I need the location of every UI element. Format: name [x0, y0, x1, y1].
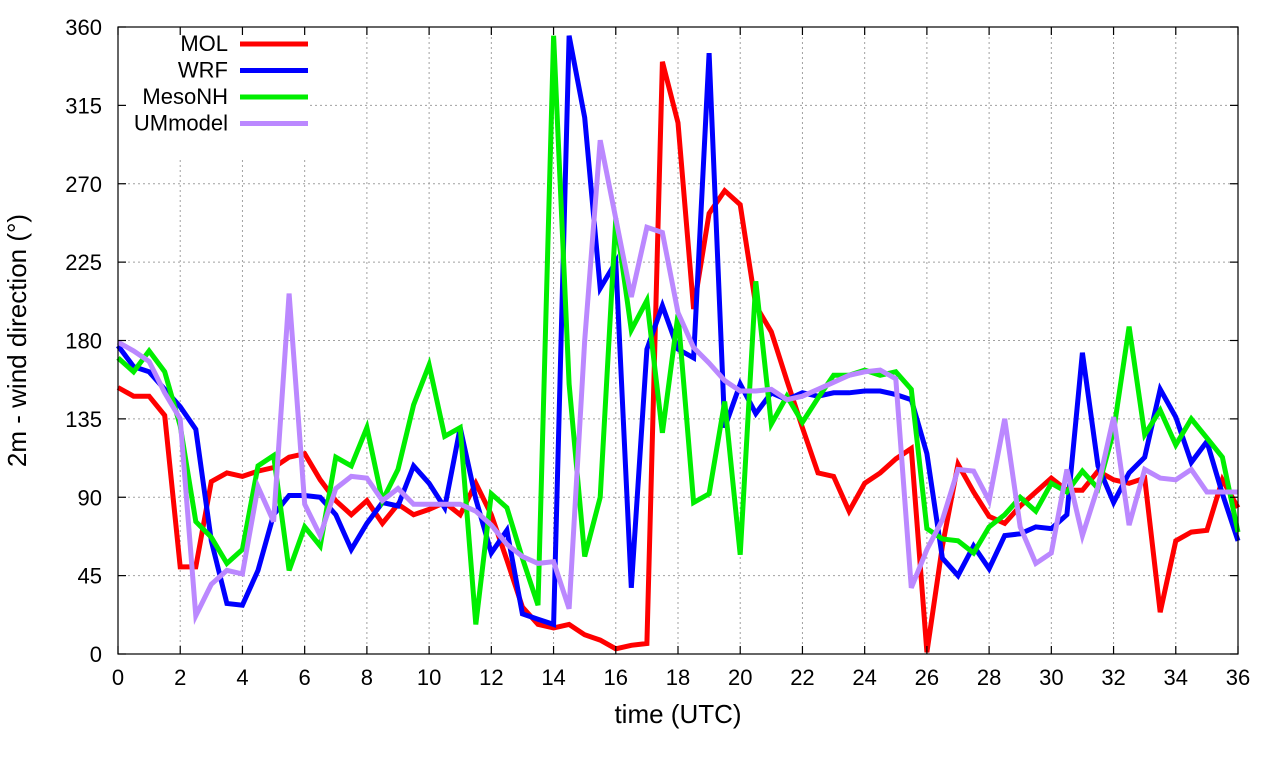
x-tick-label: 16	[604, 665, 628, 690]
legend-label-ummodel: UMmodel	[134, 111, 228, 136]
x-tick-label: 26	[915, 665, 939, 690]
series-line-ummodel	[116, 139, 1238, 625]
legend-label-mol: MOL	[180, 31, 228, 56]
y-tick-label: 270	[65, 172, 102, 197]
y-tick-label: 0	[90, 642, 102, 667]
x-tick-label: 34	[1164, 665, 1188, 690]
x-tick-label: 8	[361, 665, 373, 690]
legend-label-mesonh: MesoNH	[142, 84, 228, 109]
x-tick-label: 20	[728, 665, 752, 690]
x-tick-label: 12	[479, 665, 503, 690]
ticks	[117, 26, 1239, 655]
x-tick-label: 10	[417, 665, 441, 690]
y-tick-label: 315	[65, 93, 102, 118]
x-tick-label: 36	[1226, 665, 1250, 690]
tick-labels: 0 2 4 6 8 10 12 14 16 18 20 22 24 26 28 30 32 34 360459013…	[65, 15, 1250, 690]
legend-label-wrf: WRF	[178, 58, 228, 83]
x-tick-label: 30	[1039, 665, 1063, 690]
x-tick-label: 6	[299, 665, 311, 690]
series-line-mol	[116, 61, 1241, 653]
x-axis-title: time (UTC)	[614, 699, 741, 729]
y-tick-label: 90	[78, 485, 102, 510]
x-tick-label: 0	[112, 665, 124, 690]
x-tick-label: 18	[666, 665, 690, 690]
y-tick-label: 225	[65, 250, 102, 275]
y-tick-label: 45	[78, 564, 102, 589]
x-tick-label: 4	[236, 665, 248, 690]
x-tick-label: 28	[977, 665, 1001, 690]
series-group	[115, 35, 1241, 653]
x-tick-label: 14	[541, 665, 565, 690]
y-tick-label: 135	[65, 407, 102, 432]
x-tick-label: 2	[174, 665, 186, 690]
y-axis-title: 2m - wind direction (°)	[2, 214, 32, 467]
x-tick-label: 32	[1101, 665, 1125, 690]
x-tick-label: 24	[852, 665, 876, 690]
y-tick-label: 360	[65, 15, 102, 40]
y-tick-label: 180	[65, 329, 102, 354]
x-tick-label: 22	[790, 665, 814, 690]
